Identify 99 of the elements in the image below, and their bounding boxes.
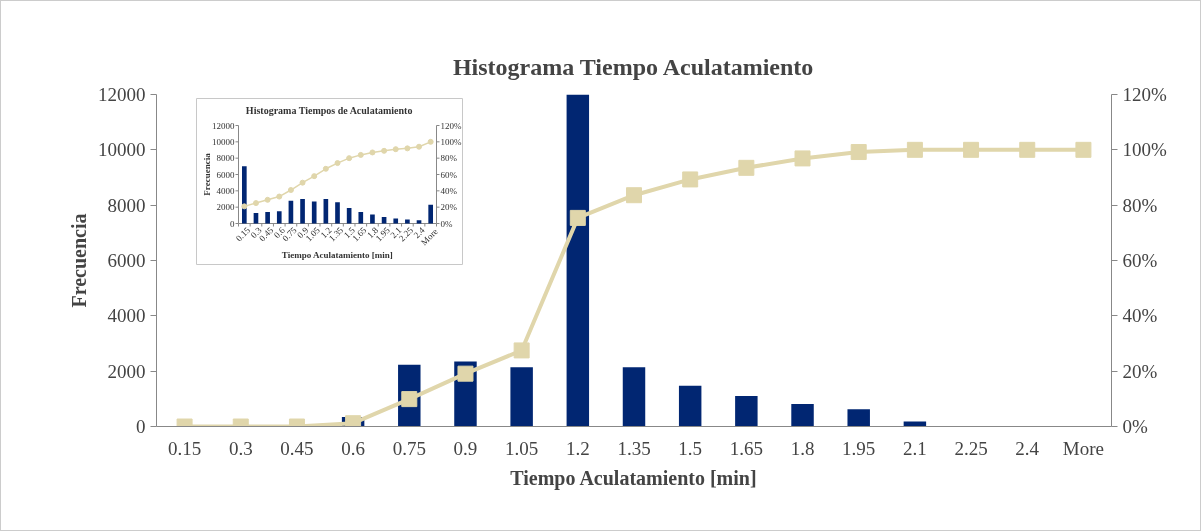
x-tick-label: 0.45 <box>280 437 314 459</box>
point <box>346 155 353 162</box>
point <box>311 173 318 180</box>
bar <box>241 166 247 224</box>
point <box>404 145 411 152</box>
point <box>1075 141 1092 158</box>
x-tick-label: More <box>1062 437 1104 459</box>
bar <box>791 404 814 427</box>
x-tick-label: 0.75 <box>392 437 426 459</box>
bar <box>276 211 282 224</box>
y-tick-label: 10000 <box>98 139 146 161</box>
y-tick-label: 8000 <box>216 153 235 164</box>
point <box>794 150 811 167</box>
y2-tick-label: 20% <box>440 202 458 213</box>
chart-title: Histograma Tiempo Aculatamiento <box>452 53 814 80</box>
y-tick-label: 8000 <box>107 194 146 216</box>
x-tick-label: 1.65 <box>729 437 763 459</box>
y2-tick-label: 120% <box>440 120 462 131</box>
bar <box>253 212 259 224</box>
y2-tick-label: 120% <box>1122 84 1167 105</box>
point <box>963 141 980 158</box>
x-tick-label: 1.2 <box>565 437 590 459</box>
x-axis-title: Tiempo Aculatamiento [min] <box>510 466 757 490</box>
bar <box>335 202 340 224</box>
point <box>369 149 376 156</box>
x-tick-label: 1.8 <box>790 437 815 459</box>
x-tick-label: 0.3 <box>228 437 253 459</box>
x-tick-label: 0.15 <box>167 437 202 459</box>
y-tick-label: 6000 <box>107 250 146 271</box>
x-tick-label: 0.6 <box>341 437 365 459</box>
bar <box>381 216 387 224</box>
point <box>322 165 329 172</box>
point <box>381 147 388 154</box>
y-axis-title: Frecuencia <box>201 152 212 196</box>
point <box>357 151 364 158</box>
point <box>416 143 423 150</box>
x-tick-label: 2.25 <box>954 437 988 459</box>
point <box>569 209 586 226</box>
y-tick-label: 0 <box>136 416 146 437</box>
point <box>906 141 923 158</box>
bar <box>311 201 317 224</box>
bar <box>428 204 434 224</box>
y2-tick-label: 40% <box>1122 305 1158 327</box>
y2-tick-label: 60% <box>440 169 458 180</box>
bar <box>300 199 305 224</box>
bar <box>358 212 364 224</box>
bar <box>510 367 533 427</box>
point <box>738 159 755 176</box>
x-tick-label: 2.4 <box>1015 437 1040 459</box>
point <box>252 200 259 207</box>
bar <box>678 385 702 427</box>
bar <box>847 409 870 427</box>
bar <box>566 94 590 427</box>
bar <box>405 219 410 224</box>
y-tick-label: 6000 <box>216 169 235 180</box>
point <box>850 144 867 161</box>
y2-tick-label: 20% <box>1122 360 1158 382</box>
x-axis-title: Tiempo Aculatamiento [min] <box>281 249 393 260</box>
x-tick-label: 1.95 <box>842 437 876 459</box>
y-tick-label: 4000 <box>216 185 235 196</box>
bar <box>416 220 422 224</box>
x-tick-label: 1.5 <box>678 437 703 459</box>
y-tick-label: 12000 <box>98 84 146 105</box>
y-tick-label: 2000 <box>216 202 235 213</box>
point <box>392 146 399 153</box>
bar <box>622 367 646 427</box>
x-tick-label: 1.05 <box>505 437 539 459</box>
point <box>427 138 434 145</box>
bar <box>265 212 270 224</box>
y2-tick-label: 0% <box>440 218 453 229</box>
point <box>626 187 642 204</box>
bar <box>735 396 758 427</box>
y2-tick-label: 0% <box>1122 416 1148 437</box>
x-tick-label: 2.1 <box>903 437 927 459</box>
y2-tick-label: 100% <box>440 136 462 147</box>
y-tick-label: 4000 <box>107 305 146 327</box>
bar <box>370 214 375 224</box>
point <box>264 196 271 203</box>
y2-tick-label: 80% <box>440 153 458 164</box>
point <box>299 179 306 186</box>
y-tick-label: 0 <box>230 218 235 229</box>
y-tick-label: 10000 <box>212 136 235 147</box>
y2-tick-label: 60% <box>1122 250 1158 271</box>
y-tick-label: 12000 <box>212 120 235 131</box>
point <box>334 160 341 167</box>
chart-title: Histograma Tiempos de Aculatamiento <box>245 104 413 116</box>
x-tick-label: 1.35 <box>617 437 651 459</box>
y-tick-label: 2000 <box>107 360 146 382</box>
y2-tick-label: 40% <box>440 185 458 196</box>
x-tick-label: 0.9 <box>453 437 478 459</box>
y-axis-title: Frecuencia <box>68 213 90 308</box>
point <box>276 193 283 200</box>
bar <box>393 218 399 224</box>
y2-tick-label: 100% <box>1122 139 1167 161</box>
y2-tick-label: 80% <box>1122 194 1158 216</box>
point <box>682 171 699 188</box>
point <box>287 187 294 194</box>
point <box>1019 141 1036 158</box>
point <box>241 203 248 210</box>
